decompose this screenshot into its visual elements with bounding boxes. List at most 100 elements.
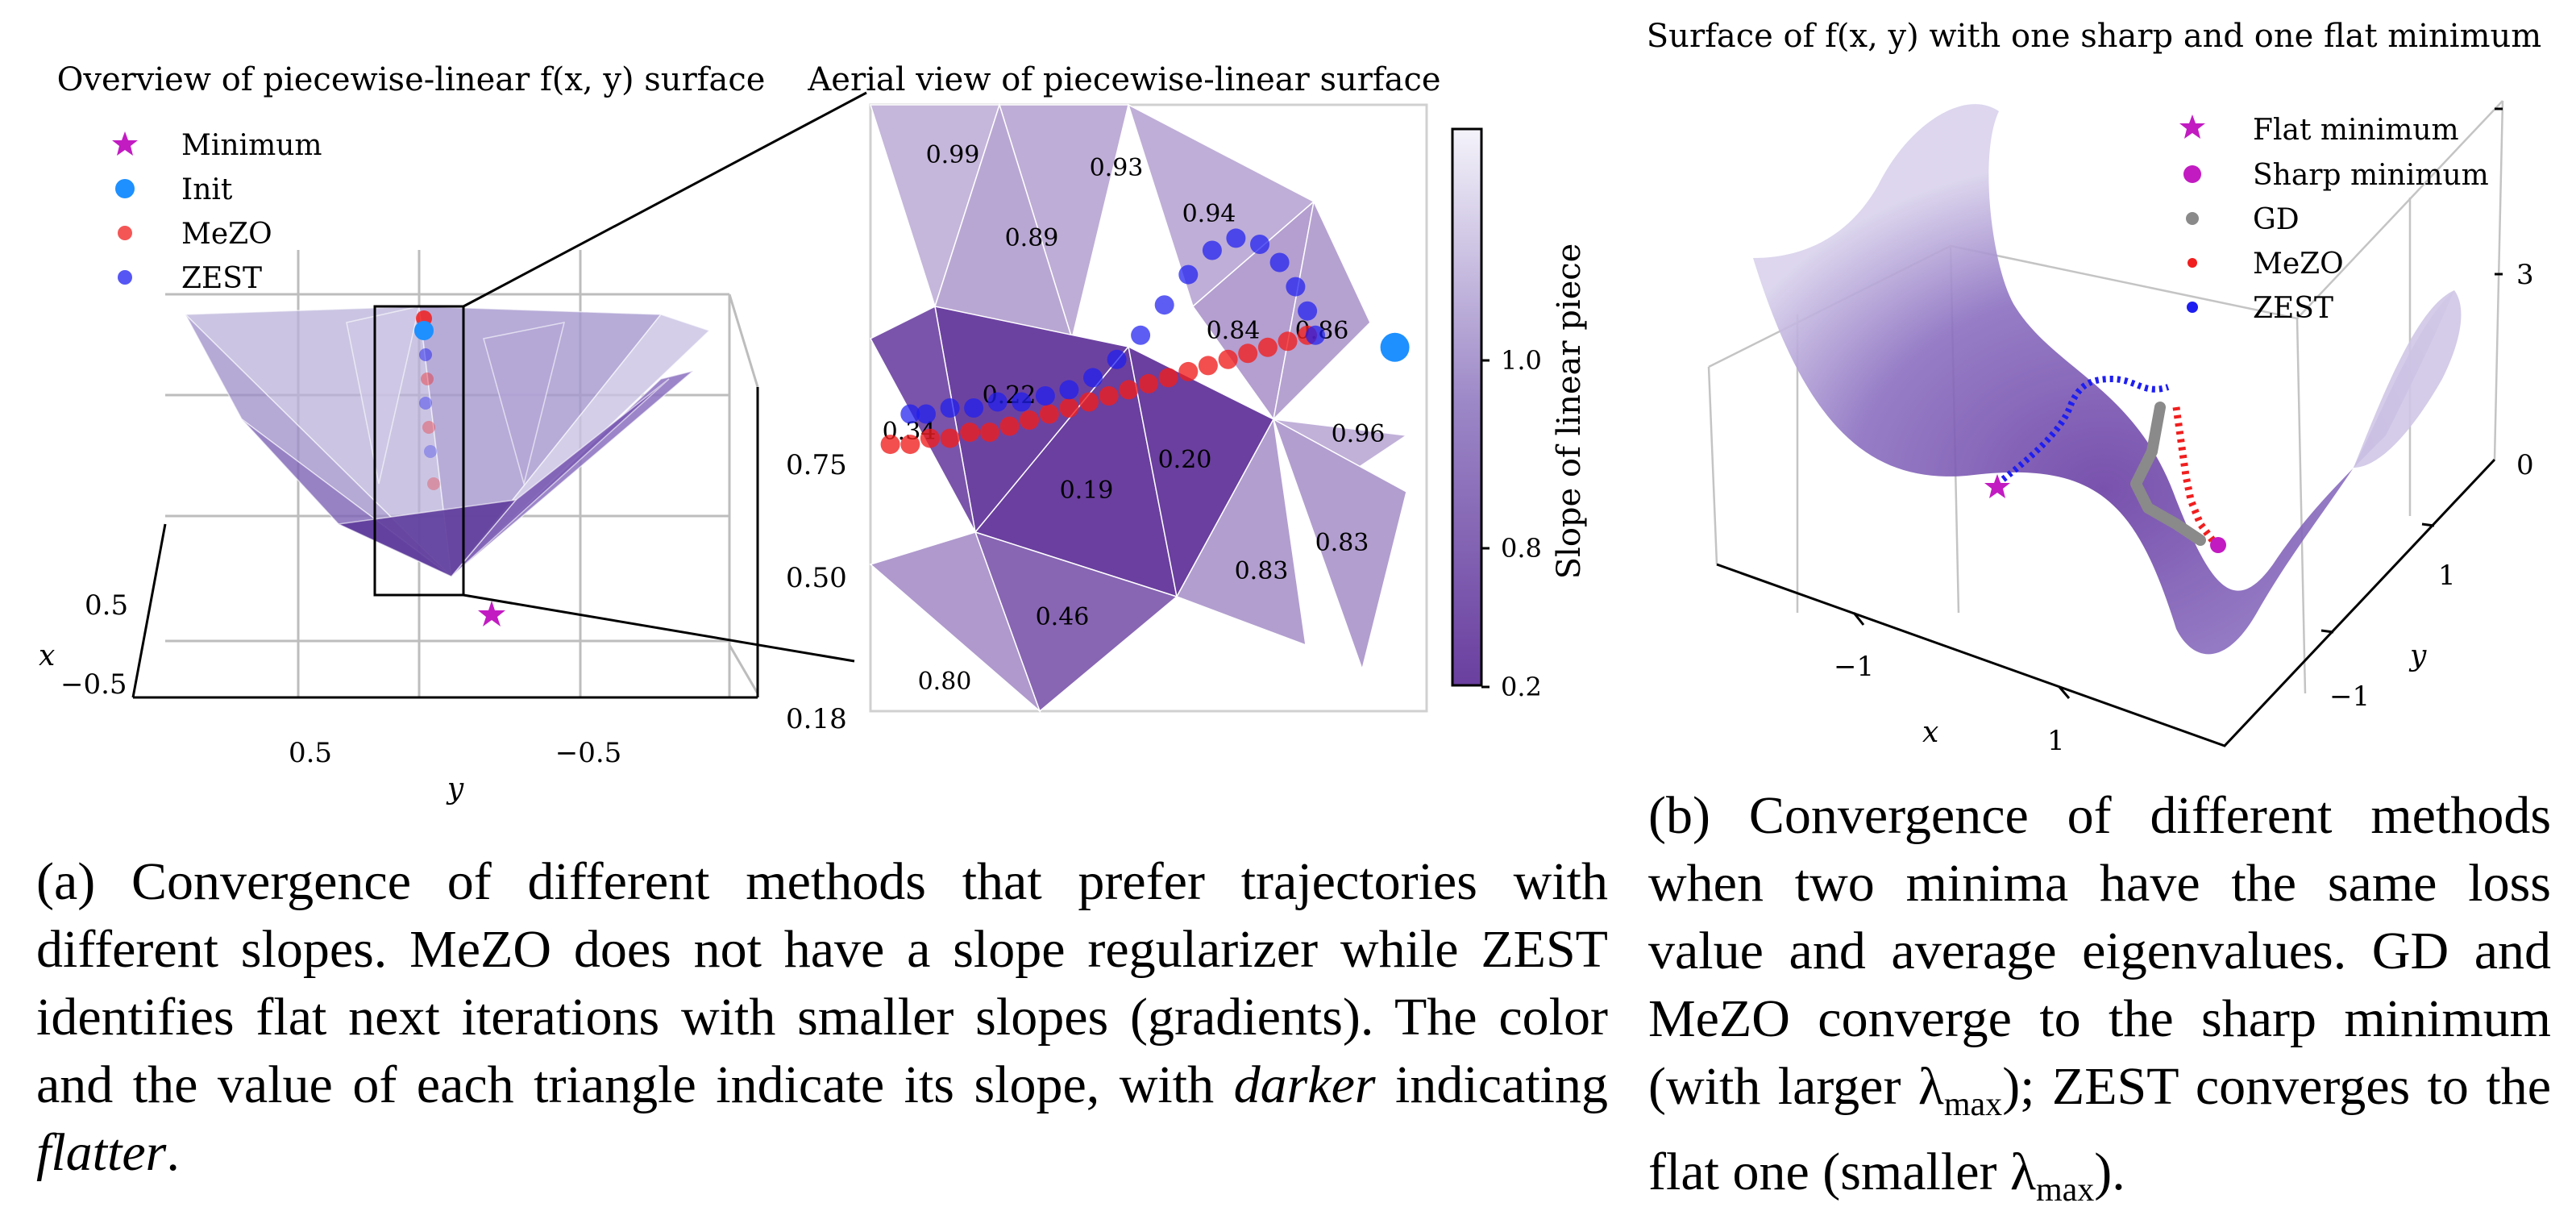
aerial-triangle (1175, 417, 1307, 647)
overview-y-tick-m05: −0.5 (555, 737, 622, 769)
mezo-point (1158, 368, 1178, 388)
aerial-slope-label: 0.20 (1158, 446, 1212, 474)
overview-y-label: y (446, 772, 464, 805)
init-point (1380, 332, 1410, 362)
legend-zest-label: ZEST (181, 262, 262, 295)
legend-flat-minimum-label: Flat minimum (2253, 114, 2459, 147)
surface-b-chart: Surface of f(x, y) with one sharp and on… (1647, 18, 2541, 757)
overview-trajectories (414, 310, 440, 490)
legend-mezo-label: MeZO (181, 218, 272, 251)
legend-sharp-minimum-icon (2183, 165, 2201, 183)
zest-point (1202, 240, 1222, 260)
aerial-triangle (1272, 418, 1407, 672)
aerial-slope-label: 0.93 (1090, 154, 1144, 182)
zest-point (1298, 301, 1318, 321)
zest-point (1226, 228, 1246, 248)
flat-minimum-marker (1984, 474, 2010, 498)
aerial-slope-label: 0.94 (1182, 200, 1236, 228)
aerial-chart: Aerial view of piecewise-linear surface … (807, 61, 1588, 714)
zest-point (1059, 380, 1079, 400)
overview-zoom-box (373, 91, 867, 663)
surface-b-z-tick-3: 3 (2516, 259, 2534, 291)
aerial-trajectories (880, 228, 1410, 455)
overview-legend: Minimum Init MeZO ZEST (112, 129, 322, 295)
overview-x-tick-m05: −0.5 (60, 668, 127, 701)
surface-b-x-label: x (1922, 716, 1938, 749)
overview-x-label: x (39, 639, 55, 672)
aerial-slope-label: 0.83 (1315, 529, 1369, 557)
overview-z-tick-050: 0.50 (786, 562, 847, 594)
mezo-point (1039, 404, 1059, 424)
mezo-point (979, 422, 999, 443)
legend-minimum-label: Minimum (181, 129, 322, 162)
aerial-slope-label: 0.19 (1060, 477, 1114, 505)
mezo-point (1257, 337, 1278, 357)
zest-point (940, 398, 960, 418)
aerial-slope-label: 0.99 (926, 141, 980, 169)
overview-title: Overview of piecewise-linear f(x, y) sur… (57, 61, 766, 98)
mezo-point (1059, 398, 1079, 418)
surface-b-ridge-right (2354, 290, 2462, 468)
zest-point (1154, 295, 1174, 315)
mezo-point (1020, 410, 1040, 430)
mezo-point (960, 422, 980, 443)
aerial-slope-label: 0.83 (1235, 557, 1289, 585)
surface-b-legend: Flat minimum Sharp minimum GD MeZO ZEST (2179, 114, 2489, 325)
surface-b-mesh (1753, 104, 2454, 655)
overview-z-tick-018: 0.18 (786, 703, 847, 735)
surface-b-z-tick-0: 0 (2516, 449, 2534, 481)
zest-point (1035, 386, 1055, 406)
zest-point (916, 404, 936, 424)
aerial-slope-label: 0.80 (918, 668, 972, 696)
sharp-minimum-marker (2210, 537, 2226, 553)
mezo-point (900, 435, 920, 455)
colorbar-tick-02: 0.2 (1501, 672, 1542, 702)
colorbar-label: Slope of linear piece (1551, 243, 1588, 580)
legend-zest-b-label: ZEST (2253, 292, 2333, 325)
zest-point (1178, 264, 1199, 285)
aerial-slope-label: 0.96 (1332, 420, 1386, 448)
legend-sharp-minimum-label: Sharp minimum (2253, 159, 2489, 192)
aerial-slope-label: 0.84 (1207, 317, 1261, 345)
surface-b-y-label: y (2408, 639, 2427, 672)
legend-init-icon (115, 179, 135, 198)
caption-a: (a) Convergence of different methods tha… (36, 848, 1608, 1187)
surface-b-y-tick-1: 1 (2438, 560, 2456, 592)
surface-b-x-tick-m1: −1 (1834, 651, 1874, 683)
mezo-point (1119, 380, 1139, 400)
aerial-triangle (1272, 199, 1371, 422)
mezo-point (1218, 349, 1238, 369)
figure-svg: Overview of piecewise-linear f(x, y) sur… (39, 18, 2541, 805)
legend-init-label: Init (181, 173, 233, 206)
surface-b-axes (1716, 107, 2503, 747)
zest-point (1083, 368, 1103, 388)
colorbar-tick-08: 0.8 (1501, 533, 1542, 564)
zest-point (1107, 349, 1127, 369)
legend-mezo-b-label: MeZO (2253, 248, 2344, 281)
overview-minimum-marker (478, 601, 505, 626)
zest-point (1131, 325, 1151, 345)
zest-point (1012, 392, 1032, 412)
surface-b-trajectories (1984, 375, 2226, 553)
mezo-point (920, 428, 940, 448)
overview-surface (184, 306, 711, 579)
mezo-point (1238, 343, 1258, 364)
legend-zest-b-icon (2187, 302, 2198, 313)
mezo-point (1139, 373, 1158, 393)
surface-b-title: Surface of f(x, y) with one sharp and on… (1647, 18, 2541, 55)
overview-x-tick-05: 0.5 (85, 589, 128, 622)
overview-chart: Overview of piecewise-linear f(x, y) sur… (39, 61, 867, 805)
mezo-point (1178, 361, 1199, 381)
mezo-point (880, 435, 900, 455)
overview-axes (131, 387, 759, 699)
zest-point (900, 404, 920, 424)
legend-minimum-icon (112, 131, 138, 156)
caption-b: (b) Convergence of different methods whe… (1648, 782, 2551, 1224)
legend-gd-icon (2186, 212, 2199, 225)
legend-zest-icon (118, 270, 132, 285)
caption-b-text: (b) Convergence of different methods whe… (1648, 786, 2551, 1209)
zest-path (1995, 375, 2170, 487)
aerial-title: Aerial view of piecewise-linear surface (807, 61, 1440, 98)
mezo-point (1278, 331, 1298, 352)
